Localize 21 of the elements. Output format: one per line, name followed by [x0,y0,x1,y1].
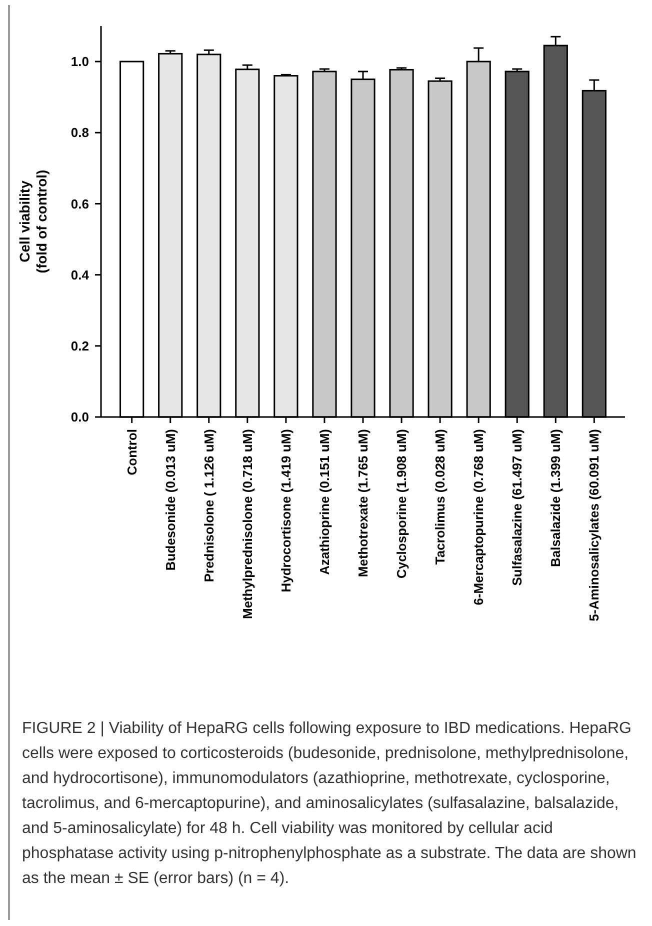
y-tick-label: 1.0 [70,54,89,70]
x-tick-label: Tacrolimus (0.028 uM) [432,429,448,565]
y-tick-label: 0.0 [70,410,89,425]
y-tick-label: 0.6 [70,196,89,212]
caption: FIGURE 2 | Viability of HepaRG cells following exposure to IBD medications. HepaRG cells were exposed to corticosteroids (budesonide, prednisolone, methylprednisolone, and hydrocortisone), immunomodulators (azathioprine, methotrexate, cyclosporine, tacrolimus, and 6-mercaptopurine), and aminosalicylates (sulfasalazine, balsalazide, and 5-aminosalicylate) for 48 h. Cell viability was monitored by cellular acid phosphatase activity using p-nitrophenylphosphate as a substrate. The data are shown as the mean ± SE (error bars) (n = 4). [22,719,637,889]
x-tick-label: Control [124,429,140,476]
y-tick-label: 0.2 [70,338,89,354]
x-tick-label: 6-Mercaptopurine (0.768 uM) [471,429,486,606]
x-tick-label: Prednisolone ( 1.126 uM) [201,429,216,582]
x-tick-label: Budesonide (0.013 uM) [162,429,178,571]
y-tick-label: 0.8 [70,125,89,140]
x-tick-label: Cyclosporine (1.908 uM) [394,429,410,579]
x-tick-label: Balsalazide (1.399 uM) [548,429,564,567]
x-tick-label: Methotrexate (1.765 uM) [356,429,371,578]
x-tick-label: Sulfasalazine (61.497 uM) [510,429,525,586]
x-tick-label: Methylprednisolone (0.718 uM) [240,429,255,619]
x-tick-label: Azathioprine (0.151 uM) [317,429,332,575]
x-tick-label: 5-Aminosalicylates (60.091 uM) [586,429,602,622]
y-axis-title: Cell viability (fold of control) [16,170,50,274]
y-tick-label: 0.4 [70,267,90,282]
x-tick-label: Hydrocortisone (1.419 uM) [278,429,294,592]
